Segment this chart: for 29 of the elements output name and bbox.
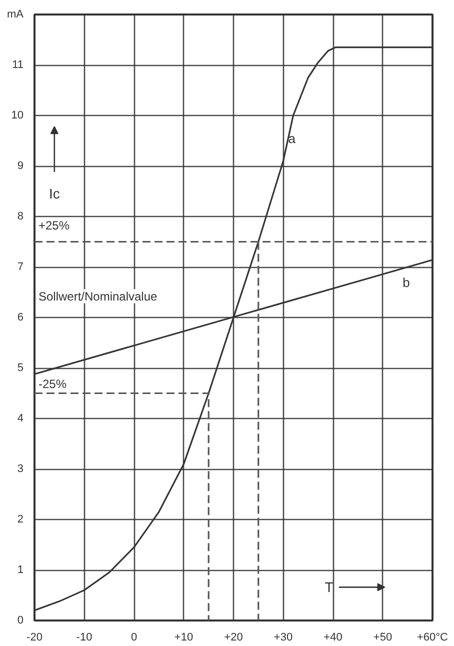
y-axis-title: Ic <box>48 185 60 202</box>
series-label: b <box>402 275 410 290</box>
x-tick-label: -10 <box>76 632 92 644</box>
x-tick-label: 0 <box>130 632 138 644</box>
x-tick-label: +40 <box>324 632 342 644</box>
y-tick-label: 9 <box>17 160 24 172</box>
y-tick-label: 1 <box>17 564 24 576</box>
annotation: +25% <box>38 218 70 232</box>
x-tick-label: -20 <box>26 632 42 644</box>
y-tick-label: 5 <box>17 362 24 374</box>
x-tick-label: +20 <box>224 632 243 644</box>
annotation: -25% <box>38 377 67 392</box>
x-tick-label: +10 <box>174 632 194 644</box>
y-tick-label: 8 <box>17 210 24 222</box>
x-axis-title: T <box>324 579 334 596</box>
y-tick-label: 2 <box>17 514 24 526</box>
y-tick-label: 7 <box>17 261 24 273</box>
x-tick-label: +50 <box>373 632 392 644</box>
y-tick-label: 3 <box>17 463 24 475</box>
y-tick-label: 6 <box>17 312 24 324</box>
x-tick-label: +60°C <box>417 632 448 644</box>
series-label: a <box>288 130 296 146</box>
y-tick-label: 11 <box>12 59 24 71</box>
x-tick-label: +30 <box>274 632 293 644</box>
y-tick-label: mA <box>7 8 24 20</box>
annotation: Sollwert/Nominalvalue <box>38 289 158 304</box>
y-tick-label: 10 <box>11 110 24 122</box>
y-tick-label: 4 <box>17 412 24 424</box>
y-tick-label: 0 <box>17 614 24 626</box>
